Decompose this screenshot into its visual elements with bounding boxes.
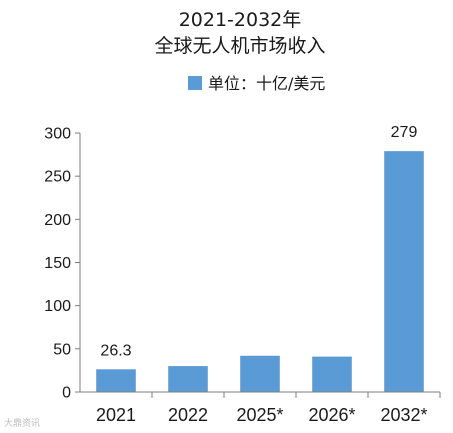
x-tick-label: 2025* <box>236 405 283 425</box>
legend-label: 单位：十亿/美元 <box>208 74 325 93</box>
bar <box>96 369 136 392</box>
bar <box>240 355 280 392</box>
bar <box>384 151 424 392</box>
y-axis: 0 50 100 150 200 250 300 <box>44 126 81 402</box>
x-axis: 2021 2022 2025* 2026* 2032* <box>80 391 441 425</box>
chart-subtitle: 全球无人机市场收入 <box>154 35 325 57</box>
bar <box>168 366 208 392</box>
y-tick-label: 0 <box>62 385 71 402</box>
chart-title: 2021-2032年 <box>179 9 302 31</box>
x-tick-label: 2026* <box>308 405 355 425</box>
data-label: 279 <box>391 124 418 141</box>
x-tick-label: 2032* <box>380 405 427 425</box>
bar <box>312 356 352 392</box>
y-tick-label: 250 <box>44 169 71 186</box>
watermark: 大鼎资讯 <box>4 419 41 429</box>
y-tick-label: 200 <box>44 212 71 229</box>
y-tick-label: 50 <box>53 341 71 358</box>
x-tick-label: 2022 <box>168 405 208 425</box>
y-tick-label: 150 <box>44 255 71 272</box>
data-label: 26.3 <box>100 342 131 359</box>
x-tick-label: 2021 <box>96 405 136 425</box>
legend-swatch <box>188 76 202 90</box>
y-tick-label: 100 <box>44 298 71 315</box>
bars: 26.3 279 <box>96 124 424 392</box>
y-tick-label: 300 <box>44 126 71 143</box>
